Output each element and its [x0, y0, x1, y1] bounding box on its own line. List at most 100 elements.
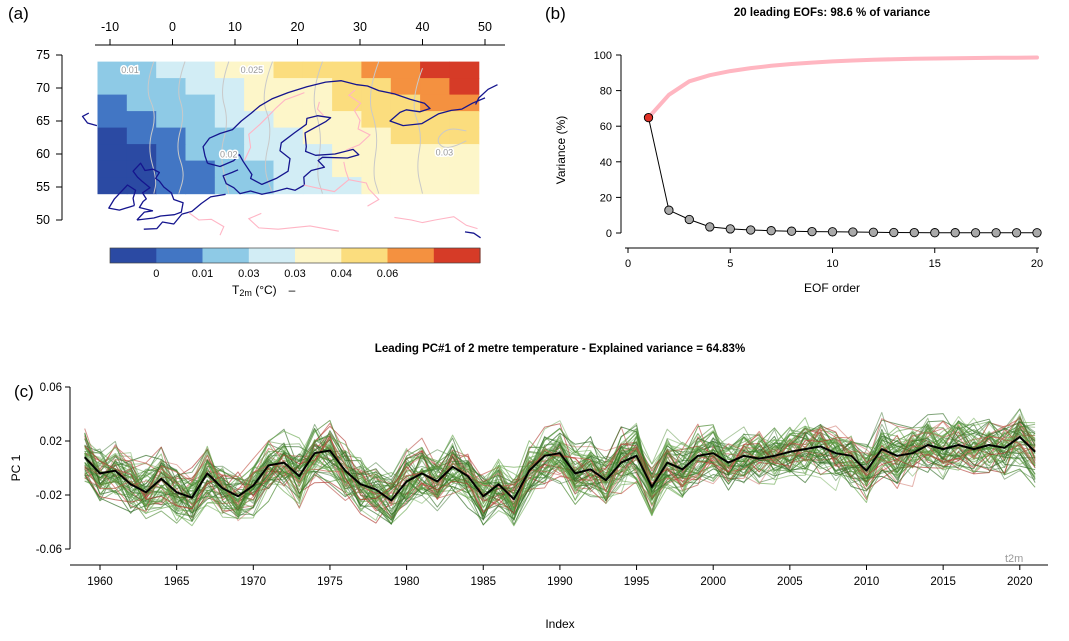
- scree-xlabel: EOF order: [804, 281, 860, 295]
- svg-text:0.06: 0.06: [40, 382, 62, 394]
- eof-variance-point: [684, 214, 694, 225]
- eof-variance-point: [970, 228, 981, 238]
- svg-text:0: 0: [625, 258, 631, 270]
- colorbar-tick-label: 0.01: [192, 268, 213, 280]
- svg-text:2015: 2015: [930, 576, 956, 588]
- map-axes: [56, 39, 505, 221]
- svg-text:-10: -10: [101, 20, 119, 34]
- pc1-tick-labels: 1960 1965 1970 1975 1980 1985 1990 1995 2000 2005…: [36, 382, 1033, 588]
- scree-title: 20 leading EOFs: 98.6 % of variance: [734, 7, 930, 19]
- colorbar-tick-label: 0.03: [284, 268, 305, 280]
- eof-variance-point: [1032, 228, 1042, 238]
- svg-text:70: 70: [36, 81, 50, 95]
- svg-text:60: 60: [36, 147, 50, 161]
- svg-text:50: 50: [478, 20, 492, 34]
- variance-line: [648, 117, 1037, 234]
- pc1-axes: [65, 386, 1048, 570]
- svg-text:100: 100: [594, 50, 612, 62]
- svg-text:2005: 2005: [777, 576, 803, 588]
- svg-text:10: 10: [228, 20, 242, 34]
- svg-text:55: 55: [36, 180, 50, 194]
- eof-variance-point: [786, 226, 797, 236]
- eof-variance-point: [766, 226, 776, 236]
- pc1-xlabel: Index: [545, 617, 574, 631]
- colorbar-tick-label: 0.03: [238, 268, 259, 280]
- colorbar-tick-label: 0: [153, 268, 159, 280]
- eof-variance-point: [950, 228, 960, 238]
- panel-label-b: (b): [545, 4, 566, 23]
- svg-text:2020: 2020: [1007, 576, 1033, 588]
- svg-text:20: 20: [291, 20, 305, 34]
- dataset-annotation: t2m: [1005, 553, 1023, 565]
- eof-variance-point: [1011, 228, 1022, 238]
- scree-axes: [616, 54, 1039, 253]
- colorbar-title: T2m (°C) –: [232, 283, 296, 298]
- eof-variance-point: [889, 227, 899, 238]
- colorbar: 0 0.01 0.03 0.03 0.04 0.06 T2m (°C) –: [109, 247, 481, 298]
- eof-variance-point: [848, 227, 858, 237]
- contour-label: 0.02: [220, 149, 238, 159]
- cumulative-variance-line: [646, 55, 1039, 120]
- eof-variance-point: [705, 222, 715, 232]
- svg-text:0.02: 0.02: [40, 436, 62, 448]
- ensemble-mean-line: [83, 436, 1036, 502]
- svg-text:40: 40: [416, 20, 430, 34]
- svg-text:1975: 1975: [317, 576, 343, 588]
- colorbar-tick-label: 0.06: [377, 268, 398, 280]
- eof-variance-point: [807, 226, 817, 237]
- pc1-title: Leading PC#1 of 2 metre temperature - Ex…: [375, 343, 745, 355]
- panel-label-c: (c): [14, 382, 34, 401]
- scree-ylabel: Variance (%): [554, 116, 568, 184]
- panel-a-eof-map: (a) 0.01 0.025 0.02 0.03 -10 0 10 20 30 40 50 75 70 6…: [0, 0, 535, 325]
- scree-chart: 20 leading EOFs: 98.6 % of variance 0 5 10 1…: [554, 7, 1043, 295]
- pc1-ylabel: PC 1: [9, 454, 23, 481]
- svg-text:0: 0: [169, 20, 176, 34]
- eof-variance-point: [868, 227, 879, 237]
- svg-text:1960: 1960: [87, 576, 113, 588]
- svg-text:1970: 1970: [241, 576, 267, 588]
- svg-text:0: 0: [606, 228, 612, 240]
- svg-text:1965: 1965: [164, 576, 190, 588]
- svg-text:15: 15: [929, 258, 941, 270]
- svg-text:80: 80: [600, 86, 612, 98]
- svg-text:75: 75: [36, 48, 50, 62]
- scree-tick-labels: 0 5 10 15 20 0 20 40 60 80 100: [594, 50, 1043, 270]
- svg-text:10: 10: [826, 258, 838, 270]
- contour-label: 0.025: [241, 65, 264, 75]
- panel-b-scree-plot: (b) 20 leading EOFs: 98.6 % of variance 0…: [535, 0, 1069, 325]
- svg-text:65: 65: [36, 114, 50, 128]
- eof-variance-point: [827, 227, 838, 237]
- eof-variance-point: [664, 205, 674, 215]
- ensemble-lines: [84, 408, 1036, 527]
- svg-text:20: 20: [600, 192, 612, 204]
- panel-label-a: (a): [8, 4, 29, 23]
- contour-label: 0.03: [436, 147, 454, 157]
- pc1-chart: Leading PC#1 of 2 metre temperature - Ex…: [9, 343, 1048, 631]
- eof-variance-point: [930, 228, 940, 238]
- map-area: 0.01 0.025 0.02 0.03: [81, 61, 498, 239]
- svg-text:5: 5: [727, 258, 733, 270]
- svg-text:1995: 1995: [624, 576, 650, 588]
- svg-text:30: 30: [353, 20, 367, 34]
- colorbar-tick-label: 0.04: [331, 268, 352, 280]
- svg-text:2000: 2000: [700, 576, 726, 588]
- contour-label: 0.01: [121, 65, 139, 75]
- eof-variance-point: [725, 224, 735, 234]
- svg-text:1980: 1980: [394, 576, 420, 588]
- svg-text:-0.02: -0.02: [36, 490, 62, 502]
- map-tick-labels: -10 0 10 20 30 40 50 75 70 65 60 55 50: [36, 20, 492, 227]
- panel-c-pc-timeseries: (c) Leading PC#1 of 2 metre temperature …: [0, 330, 1069, 641]
- svg-text:1985: 1985: [470, 576, 496, 588]
- eof-map-chart: 0.01 0.025 0.02 0.03 -10 0 10 20 30 40 50 75 70 65 60 5…: [36, 20, 505, 298]
- svg-text:60: 60: [600, 121, 612, 133]
- eof-variance-point: [746, 225, 756, 235]
- svg-text:40: 40: [600, 157, 612, 169]
- eof-variance-point: [909, 227, 919, 238]
- svg-text:50: 50: [36, 213, 50, 227]
- svg-text:1990: 1990: [547, 576, 573, 588]
- svg-text:2010: 2010: [854, 576, 880, 588]
- eof1-variance-point: [643, 112, 654, 123]
- eof-variance-point: [991, 228, 1001, 238]
- svg-text:20: 20: [1031, 258, 1043, 270]
